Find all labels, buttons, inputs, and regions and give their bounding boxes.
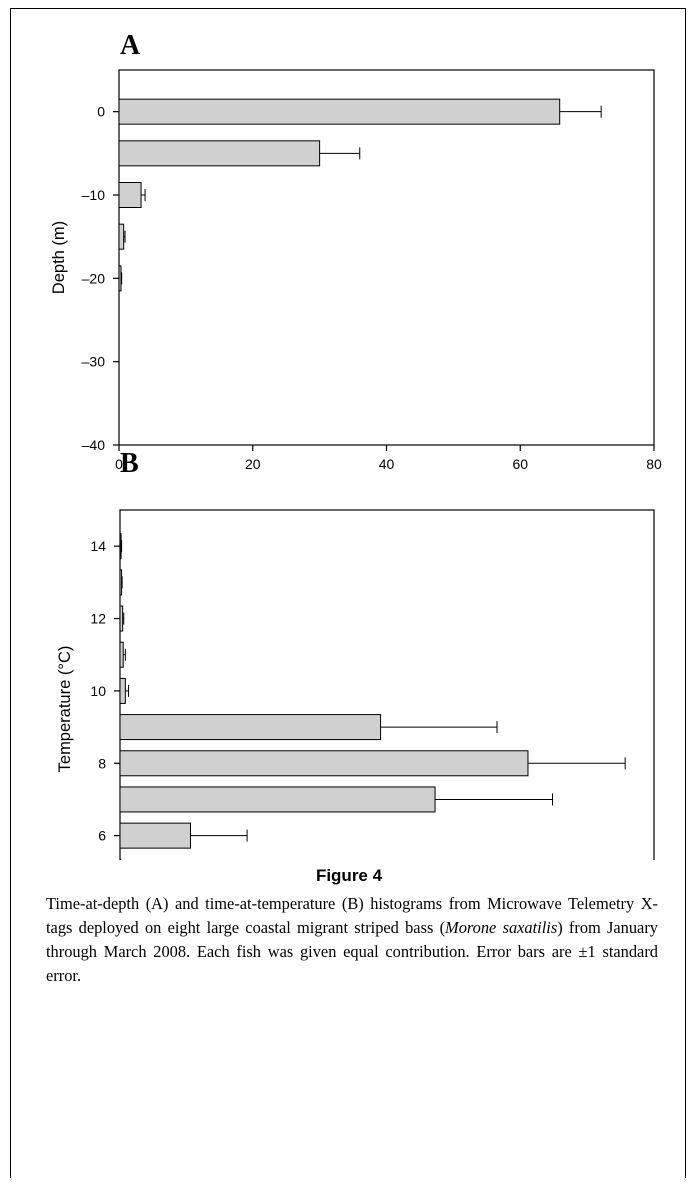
caption-part-1: Time-at-depth (A) and time-at-temperatur…	[46, 894, 658, 937]
caption-part-2: ) from January through March 2008. Each …	[46, 918, 658, 985]
chart-a-bar	[118, 98, 561, 125]
chart-b-bar	[119, 714, 382, 741]
chart-a-x-tick-label: 80	[646, 456, 662, 470]
chart-b-bar	[119, 822, 191, 849]
chart-b-bar	[119, 858, 122, 860]
chart-b-y-tick-label: 10	[90, 683, 106, 699]
chart-b-y-tick-label: 12	[90, 611, 106, 627]
chart-a-bar	[118, 223, 125, 250]
chart-b-y-tick-label: 8	[98, 755, 106, 771]
chart-a-y-axis-label: Depth (m)	[50, 221, 68, 294]
figure-frame	[10, 8, 686, 1178]
chart-b-y-tick-label: 14	[90, 538, 106, 554]
chart-a-x-tick-label: 20	[245, 456, 261, 470]
figure-title: Figure 4	[315, 866, 383, 885]
chart-b: 01020304050468101214Percent time at temp…	[56, 509, 655, 860]
chart-a-plot-frame	[118, 69, 655, 446]
chart-a-bar	[118, 265, 122, 292]
chart-b-plot-frame	[119, 509, 655, 860]
chart-b-y-tick-label: 6	[98, 828, 106, 844]
chart-b-bar	[119, 677, 126, 704]
chart-b-bar	[119, 569, 123, 596]
chart-a-y-tick-label: 0	[97, 104, 105, 120]
chart-a-bar	[118, 182, 142, 208]
chart-a-y-tick-label: –20	[82, 270, 106, 286]
chart-a-x-tick-label: 0	[115, 456, 123, 470]
caption-species-name: Morone saxatilis	[445, 918, 558, 937]
chart-a-x-tick-label: 60	[512, 456, 528, 470]
chart-b-bar	[119, 641, 124, 668]
chart-a-x-tick-label: 40	[379, 456, 395, 470]
chart-a-y-tick-label: –30	[82, 354, 106, 370]
chart-b-y-axis-label: Temperature (°C)	[56, 646, 74, 773]
figure-caption: Time-at-depth (A) and time-at-temperatur…	[46, 892, 658, 988]
chart-a-y-tick-label: –10	[82, 187, 106, 203]
panel-b-letter: B	[120, 448, 139, 479]
panel-a-letter: A	[120, 30, 141, 61]
chart-a-bar	[118, 140, 321, 167]
chart-a-y-tick-label: –40	[82, 437, 106, 453]
chart-b-bar	[119, 786, 436, 813]
chart-b-bar	[119, 605, 124, 632]
chart-b-bar	[119, 750, 529, 777]
chart-b-bar	[119, 533, 122, 560]
